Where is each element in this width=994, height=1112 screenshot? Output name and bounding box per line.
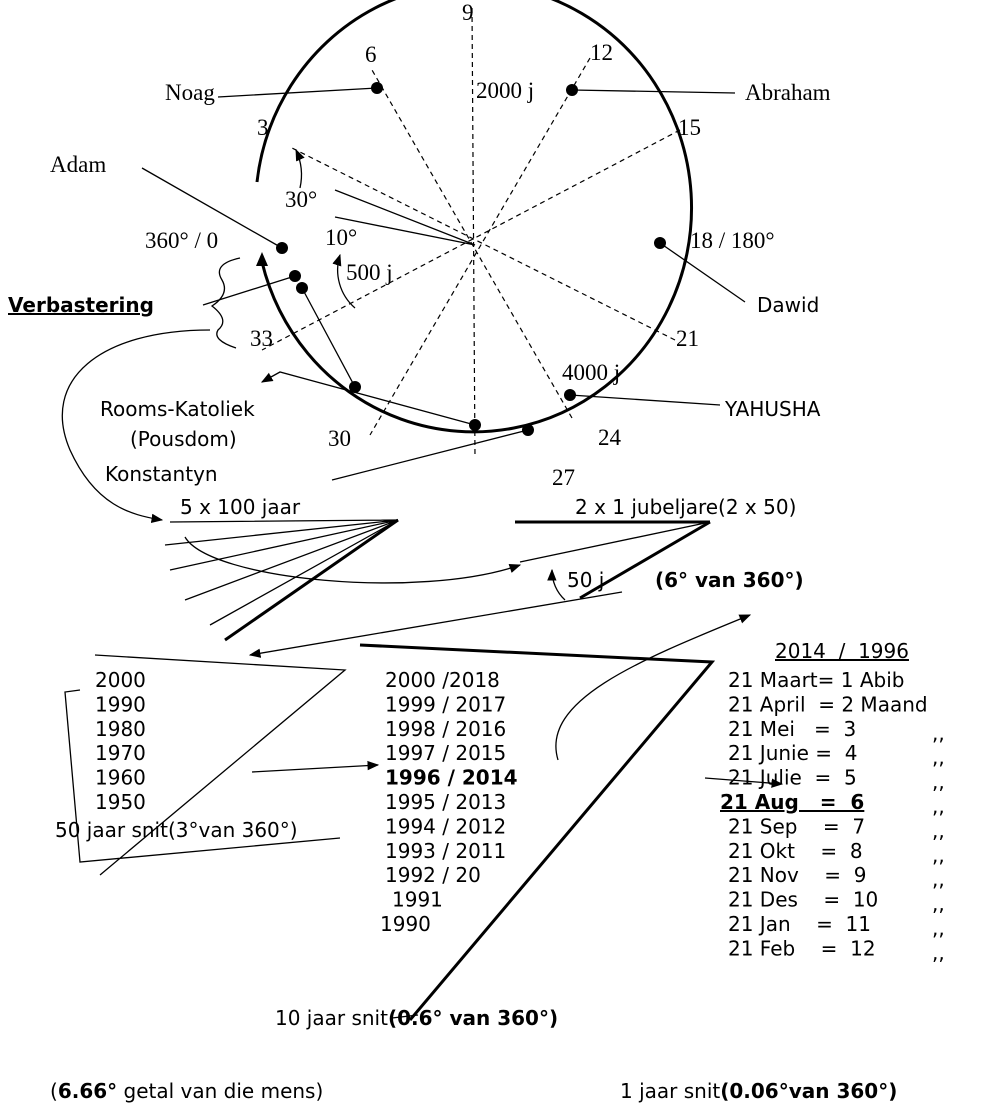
clock-label: 12 <box>590 40 613 65</box>
month-row: 21 Julie = 5 <box>728 766 857 790</box>
person-label: Noag <box>165 80 215 105</box>
person-label: Rooms-Katoliek <box>100 397 255 421</box>
decade-year: 1980 <box>95 717 146 741</box>
year-row: 1998 / 2016 <box>385 717 506 741</box>
footer-right: 1 jaar snit(0.06°van 360°) <box>620 1079 897 1103</box>
angle-label: 500 j <box>346 260 393 285</box>
ditto: ,, <box>932 892 945 916</box>
clock-label: 33 <box>250 326 273 351</box>
footer-left: (6.66° getal van die mens) <box>50 1079 323 1103</box>
person-label: Verbastering <box>8 293 154 317</box>
clock-label: 30 <box>328 426 351 451</box>
month-row: 21 Okt = 8 <box>728 839 863 863</box>
footer-part: 1 jaar snit <box>620 1079 720 1103</box>
ditto: ,, <box>932 721 945 745</box>
ditto: ,, <box>932 916 945 940</box>
month-row: 21 Jan = 11 <box>728 912 871 936</box>
ditto: ,, <box>932 843 945 867</box>
period-label: 2 x 1 jubeljare(2 x 50) <box>575 495 796 519</box>
month-row: 21 Feb = 12 <box>728 936 876 960</box>
person-label: (Pousdom) <box>130 427 237 451</box>
period-label: 5 x 100 jaar <box>180 495 301 519</box>
ditto: ,, <box>932 745 945 769</box>
period-label: 50 j <box>567 568 604 592</box>
person-label: Dawid <box>757 293 819 317</box>
months-header: 2014 / 1996 <box>775 639 909 663</box>
month-row: 21 Aug = 6 <box>720 790 864 814</box>
year-row: 1990 <box>380 912 431 936</box>
footer-part: getal van die mens) <box>117 1079 323 1103</box>
decade-year: 2000 <box>95 668 146 692</box>
month-row: 21 Des = 10 <box>728 888 878 912</box>
year-row: 1999 / 2017 <box>385 692 506 716</box>
angle-label: 10° <box>325 225 357 250</box>
month-row: 21 Junie = 4 <box>728 741 857 765</box>
clock-label: 6 <box>365 42 377 67</box>
clock-label: 27 <box>552 465 575 490</box>
clock-label: 9 <box>462 0 474 25</box>
year-row: 2000 /2018 <box>385 668 500 692</box>
ditto: ,, <box>932 794 945 818</box>
month-row: 21 April = 2 Maand <box>728 692 928 716</box>
month-row: 21 Maart= 1 Abib <box>728 668 904 692</box>
year-row: 1994 / 2012 <box>385 814 506 838</box>
footer-part: ( <box>50 1079 58 1103</box>
clock-label: 21 <box>676 326 699 351</box>
person-label: Adam <box>50 152 106 177</box>
year-row: 1997 / 2015 <box>385 741 506 765</box>
decade-year: 1990 <box>95 692 146 716</box>
decade-year: 1960 <box>95 766 146 790</box>
year-row: 1991 <box>392 888 443 912</box>
year-row: 1993 / 2011 <box>385 839 506 863</box>
clock-label: 18 / 180° <box>690 228 775 253</box>
period-label: (6° van 360°) <box>655 568 804 592</box>
decade-year: 1970 <box>95 741 146 765</box>
caption: 10 jaar snit <box>275 1006 388 1030</box>
clock-label: 3 <box>257 115 269 140</box>
person-label: Konstantyn <box>105 462 218 486</box>
person-label: YAHUSHA <box>724 397 821 421</box>
month-row: 21 Nov = 9 <box>728 863 866 887</box>
caption-bold: (0.6° van 360°) <box>388 1006 558 1030</box>
year-row: 1996 / 2014 <box>385 766 518 790</box>
ditto: ,, <box>932 867 945 891</box>
person-label: Abraham <box>745 80 831 105</box>
ditto: ,, <box>932 770 945 794</box>
month-row: 21 Mei = 3 <box>728 717 856 741</box>
clock-label: 15 <box>678 115 701 140</box>
years-caption: 10 jaar snit(0.6° van 360°) <box>275 1006 558 1030</box>
month-row: 21 Sep = 7 <box>728 814 865 838</box>
decade-year: 1950 <box>95 790 146 814</box>
ditto: ,, <box>932 818 945 842</box>
shapes <box>61 0 784 1021</box>
clock-label: 24 <box>598 425 622 450</box>
marker-label: 4000 j <box>562 360 620 385</box>
footer-part: (0.06°van 360°) <box>720 1079 897 1103</box>
footer-part: 6.66° <box>58 1079 117 1103</box>
marker-label: 2000 j <box>476 78 534 103</box>
clock-label: 360° / 0 <box>145 228 218 253</box>
year-row: 1992 / 20 <box>385 863 481 887</box>
year-row: 1995 / 2013 <box>385 790 506 814</box>
angle-label: 30° <box>285 187 317 212</box>
decades-caption: 50 jaar snit(3°van 360°) <box>55 818 298 842</box>
labels: 9 12 15 18 / 180° 21 24 27 30 33 360° / … <box>8 0 909 1103</box>
ditto: ,, <box>932 940 945 964</box>
